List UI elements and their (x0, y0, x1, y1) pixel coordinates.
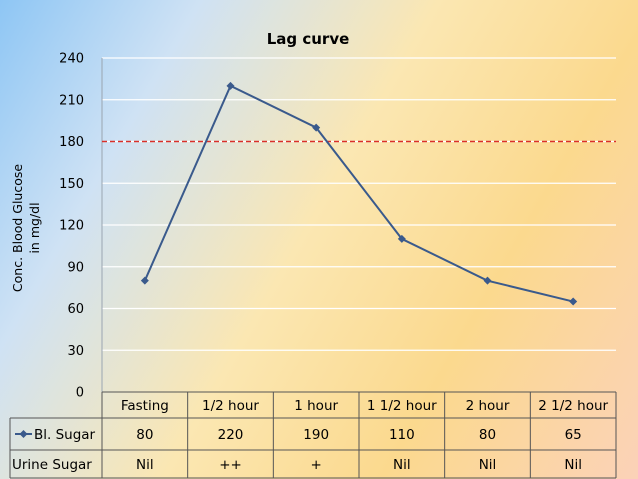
y-tick-label: 90 (67, 260, 84, 275)
y-tick-label: 240 (59, 52, 84, 67)
chart-title: Lag curve (267, 30, 350, 48)
urine-value: Nil (136, 457, 154, 473)
urine-value: Nil (393, 457, 411, 473)
x-tick-label: 2 1/2 hour (538, 398, 608, 414)
legend-label: Bl. Sugar (34, 427, 96, 443)
y-tick-label: 60 (67, 302, 84, 317)
data-label: 80 (479, 427, 496, 443)
y-tick-label: 30 (67, 344, 84, 359)
data-point (312, 123, 321, 132)
data-point (397, 234, 406, 243)
legend-marker (19, 430, 28, 438)
x-tick-label: Fasting (121, 398, 169, 414)
y-tick-label: 150 (59, 177, 84, 192)
series-line (143, 84, 574, 303)
data-label: 80 (136, 427, 153, 443)
data-label: 110 (389, 427, 415, 443)
data-point (226, 81, 235, 90)
y-tick-label: 120 (59, 219, 84, 234)
y-tick-labels: 0 30 60 90 120 150 180 210 240 (59, 52, 84, 401)
data-point (483, 276, 492, 285)
urine-value: Nil (564, 457, 582, 473)
urine-row-label: Urine Sugar (12, 457, 92, 473)
x-tick-label: 1 1/2 hour (367, 398, 437, 414)
y-axis-label-line1: Conc. Blood Glucose (10, 164, 25, 292)
y-tick-label: 210 (59, 93, 84, 108)
y-axis-label-line2: in mg/dl (27, 202, 42, 253)
data-label: 220 (218, 427, 244, 443)
urine-value: ++ (219, 457, 242, 473)
data-label: 190 (303, 427, 329, 443)
data-table: Fasting 1/2 hour 1 hour 1 1/2 hour 2 hour 2 1… (9, 391, 617, 479)
data-point (569, 297, 578, 306)
series-layer (140, 81, 578, 306)
urine-value: + (311, 457, 322, 473)
y-tick-label: 180 (59, 135, 84, 150)
x-tick-label: 2 hour (466, 398, 510, 414)
data-label: 65 (565, 427, 582, 443)
urine-value: Nil (479, 457, 497, 473)
x-tick-label: 1 hour (294, 398, 338, 414)
grid-lines (101, 57, 616, 392)
x-tick-label: 1/2 hour (202, 398, 259, 414)
data-point (140, 276, 149, 285)
y-tick-label: 0 (76, 386, 84, 401)
